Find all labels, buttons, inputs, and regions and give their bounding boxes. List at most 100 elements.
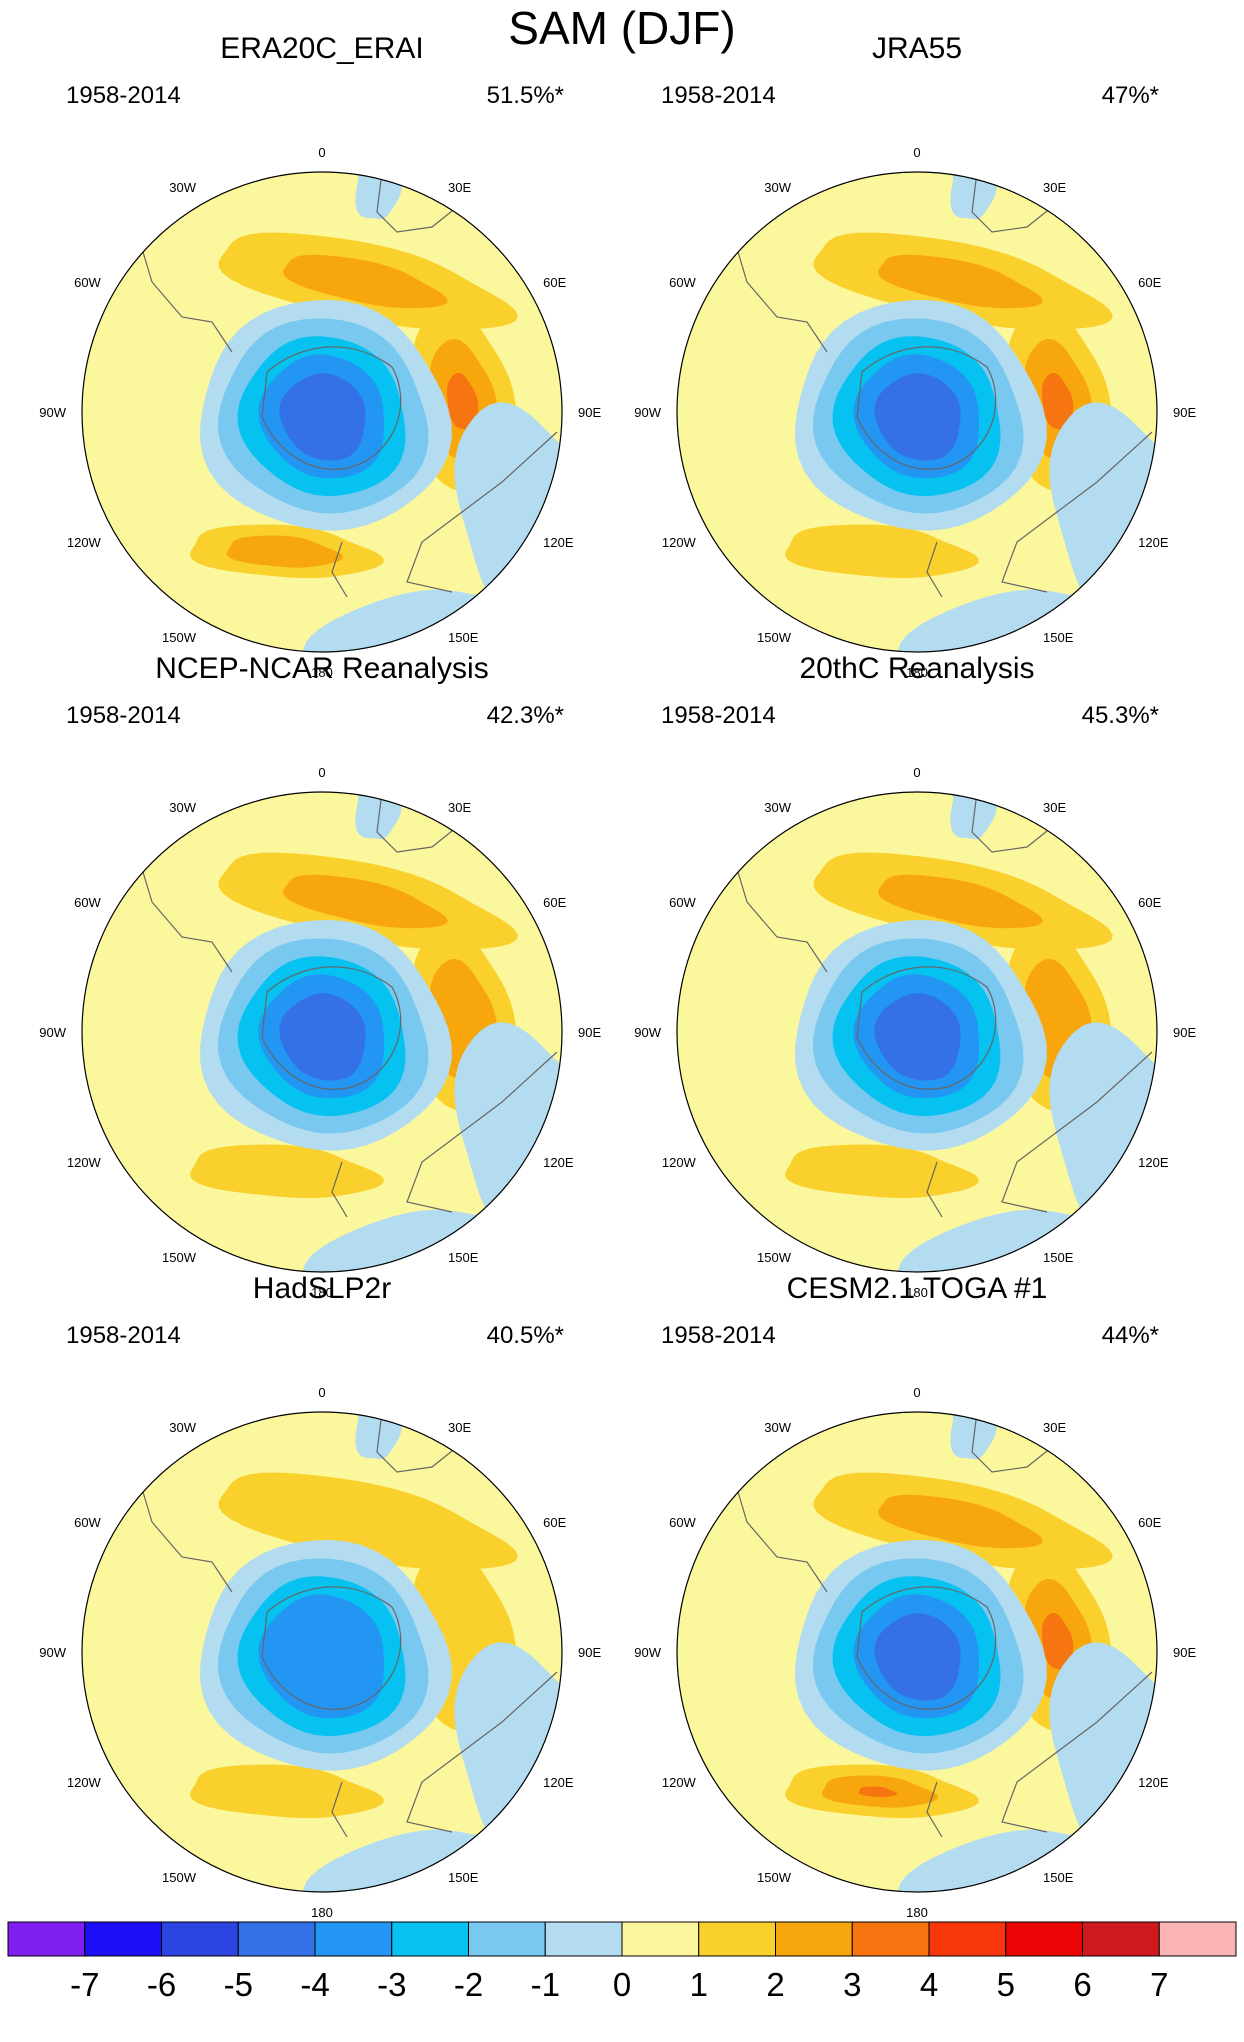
antarctica-coastline [856,1586,997,1710]
new-zealand-coastline [331,541,348,598]
panel-period: 1958-2014 [66,702,181,729]
longitude-label: 90E [578,1645,601,1660]
longitude-label: 0 [913,145,920,160]
panels-group: ERA20C_ERAI 1958-2014 51.5%* 0 30E 60E 90E 120E… [39,32,1196,1920]
panel-title: CESM2.1 TOGA #1 [787,1272,1048,1305]
africa-coastline [971,792,1053,853]
longitude-label: 150W [162,1250,197,1265]
map-field [677,172,1157,652]
figure-title: SAM (DJF) [508,2,735,54]
australia-coastline [1001,1671,1153,1833]
panel-variance: 47%* [1102,82,1159,109]
high-pressure-east [1041,1612,1074,1670]
longitude-label: 120W [662,1775,697,1790]
longitude-label: 180 [906,1905,928,1920]
colorbar-label: 6 [1073,1966,1091,2003]
longitude-label: 120E [1138,535,1169,550]
south-america-coastline [136,1471,233,1593]
longitude-label: 150W [757,1250,792,1265]
south-america-coastline [136,851,233,973]
map-border [676,791,1158,1273]
map-panel: HadSLP2r 1958-2014 40.5%* 0 30E 60E 90E 120E 150… [39,1272,601,1920]
longitude-label: 30E [1043,800,1066,815]
high-pressure-north [283,874,448,929]
high-pressure-north [218,1472,518,1570]
longitude-label: 180 [311,1285,333,1300]
longitude-label: 60E [543,1515,566,1530]
high-pressure-south [190,1764,384,1819]
longitude-label: 180 [906,665,928,680]
colorbar-label: 2 [766,1966,784,2003]
panel-period: 1958-2014 [661,702,776,729]
africa-coastline [971,172,1053,233]
colorbar-label: 7 [1150,1966,1168,2003]
panel-period: 1958-2014 [661,1322,776,1349]
map-border [676,171,1158,653]
low-pressure-edge-east [454,1642,562,1874]
longitude-label: 90E [1173,1025,1196,1040]
map-border [81,1411,563,1893]
map-panel: 20thC Reanalysis 1958-2014 45.3%* 0 30E 60E 90… [634,652,1196,1300]
longitude-label: 90E [1173,1645,1196,1660]
low-pressure-edge-east [454,1022,562,1254]
australia-coastline [1001,1051,1153,1213]
australia-coastline [406,431,558,593]
longitude-label: 0 [913,1385,920,1400]
longitude-label: 180 [906,1285,928,1300]
longitude-label: 60E [543,895,566,910]
longitude-label: 30W [169,1420,196,1435]
longitude-label: 90W [39,405,66,420]
longitude-label: 60W [74,895,101,910]
longitude-label: 150W [757,1870,792,1885]
new-zealand-coastline [926,541,943,598]
high-pressure-south [226,535,344,568]
longitude-label: 60E [543,275,566,290]
colorbar-swatch [161,1921,239,1957]
colorbar-swatch [775,1921,853,1957]
longitude-label: 60W [74,1515,101,1530]
australia-coastline [406,1671,558,1833]
new-zealand-coastline [926,1161,943,1218]
longitude-label: 30E [448,180,471,195]
longitude-label: 90W [39,1645,66,1660]
low-pressure-edge-east [454,402,562,634]
map-field [677,1412,1157,1892]
high-pressure-south [785,524,979,579]
high-pressure-north [878,874,1043,929]
panel-variance: 44%* [1102,1322,1159,1349]
panel-period: 1958-2014 [66,1322,181,1349]
colorbar-swatch [1082,1921,1160,1957]
polar-low-level [279,993,366,1081]
high-pressure-north [878,1494,1043,1549]
longitude-label: 120W [662,535,697,550]
polar-low-level [874,1613,961,1701]
longitude-label: 30W [169,180,196,195]
colorbar-swatch [851,1921,930,1957]
high-pressure-north [878,254,1043,309]
colorbar-swatch [237,1921,316,1957]
colorbar-swatch [84,1921,162,1957]
colorbar-label: -5 [224,1966,253,2003]
high-pressure-south [858,1786,898,1798]
antarctica-coastline [856,346,997,470]
colorbar-label: 3 [843,1966,861,2003]
longitude-label: 120W [67,1155,102,1170]
colorbar-label: 0 [613,1966,631,2003]
panel-title: ERA20C_ERAI [220,32,423,65]
longitude-label: 0 [318,1385,325,1400]
high-pressure-north [283,254,448,309]
low-pressure-edge-east [1049,1642,1157,1874]
longitude-label: 0 [318,765,325,780]
longitude-label: 150E [448,1870,479,1885]
high-pressure-east [1041,372,1074,430]
longitude-label: 60W [669,275,696,290]
colorbar-label: -3 [377,1966,406,2003]
longitude-label: 120W [67,535,102,550]
colorbar-swatch [698,1921,776,1957]
longitude-label: 150E [1043,630,1074,645]
colorbar-label: -7 [70,1966,99,2003]
longitude-label: 60E [1138,275,1161,290]
longitude-label: 30W [169,800,196,815]
longitude-label: 120W [67,1775,102,1790]
longitude-label: 60W [669,1515,696,1530]
